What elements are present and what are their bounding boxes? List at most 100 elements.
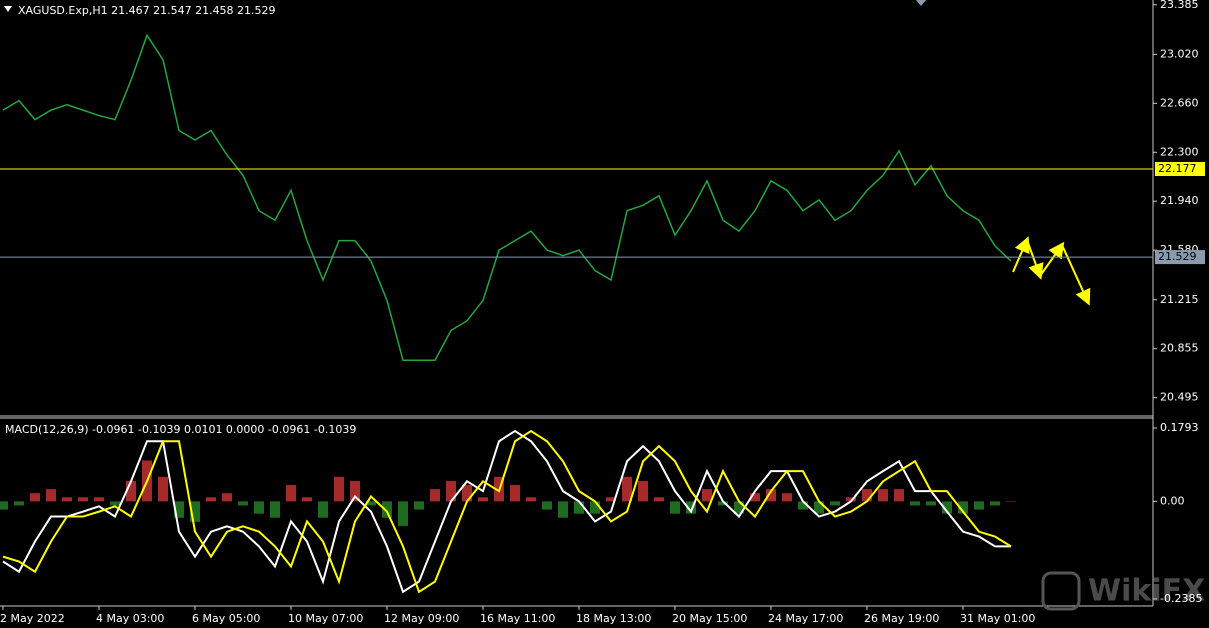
histogram-bar xyxy=(750,493,760,502)
histogram-bar xyxy=(958,501,968,514)
histogram-bar xyxy=(782,493,792,502)
histogram-bar xyxy=(398,501,408,526)
histogram-bar xyxy=(158,476,168,502)
y-tick-label: 22.660 xyxy=(1160,96,1199,109)
histogram-bar xyxy=(734,501,744,514)
histogram-bar xyxy=(942,501,952,514)
histogram-bar xyxy=(0,501,8,510)
histogram-bar xyxy=(542,501,552,510)
histogram-bar xyxy=(846,497,856,502)
histogram-bar xyxy=(350,480,360,502)
histogram-bar xyxy=(222,493,232,502)
histogram-bar xyxy=(206,497,216,502)
x-tick-label: 18 May 13:00 xyxy=(576,612,651,625)
symbol-header: XAGUSD.Exp,H1 21.467 21.547 21.458 21.52… xyxy=(18,4,276,17)
histogram-bar xyxy=(478,497,488,502)
histogram-bar xyxy=(830,501,840,506)
histogram-bar xyxy=(254,501,264,514)
x-tick-label: 24 May 17:00 xyxy=(768,612,843,625)
histogram-bar xyxy=(622,476,632,502)
histogram-bar xyxy=(318,501,328,518)
histogram-bar xyxy=(446,480,456,502)
y-tick-label: 0.00 xyxy=(1160,494,1185,507)
histogram-bar xyxy=(862,489,872,502)
histogram-bar xyxy=(286,485,296,502)
histogram-bar xyxy=(334,476,344,502)
histogram-bar xyxy=(30,493,40,502)
y-tick-label: 21.940 xyxy=(1160,194,1199,207)
histogram-bar xyxy=(1006,501,1016,502)
histogram-bar xyxy=(910,501,920,506)
y-tick-label: 23.020 xyxy=(1160,47,1199,60)
histogram-bar xyxy=(718,501,728,506)
y-tick-label: 20.495 xyxy=(1160,391,1199,404)
histogram-bar xyxy=(462,485,472,502)
forecast-arrows xyxy=(1012,236,1091,306)
histogram-bar xyxy=(14,501,24,506)
histogram-bar xyxy=(382,501,392,518)
histogram-bar xyxy=(558,501,568,518)
macd-header: MACD(12,26,9) -0.0961 -0.1039 0.0101 0.0… xyxy=(5,423,356,436)
x-tick-label: 31 May 01:00 xyxy=(960,612,1035,625)
x-tick-label: 6 May 05:00 xyxy=(192,612,260,625)
shift-marker xyxy=(916,0,926,6)
histogram-bar xyxy=(654,497,664,502)
level-label-box xyxy=(1155,250,1205,265)
histogram-bar xyxy=(798,501,808,510)
histogram-bar xyxy=(574,501,584,514)
histogram-bar xyxy=(110,501,120,506)
histogram-bar xyxy=(606,497,616,502)
level-label: 22.177 xyxy=(1158,162,1197,175)
histogram-bar xyxy=(670,501,680,514)
x-tick-label: 12 May 09:00 xyxy=(384,612,459,625)
price-line xyxy=(2,33,1012,362)
macd-line xyxy=(2,429,1011,594)
histogram-bar xyxy=(190,501,200,522)
y-tick-label: 0.1793 xyxy=(1160,421,1199,434)
watermark: WikiFX xyxy=(1088,574,1205,609)
y-tick-label: 23.385 xyxy=(1160,0,1199,11)
histogram-bar xyxy=(814,501,824,514)
x-tick-label: 20 May 15:00 xyxy=(672,612,747,625)
histogram-bar xyxy=(46,489,56,502)
menu-triangle[interactable] xyxy=(4,6,12,12)
histogram-bar xyxy=(510,485,520,502)
histogram-bar xyxy=(270,501,280,518)
histogram-bar xyxy=(590,501,600,514)
histogram-bar xyxy=(702,489,712,502)
histogram-bar xyxy=(766,489,776,502)
histogram-bar xyxy=(926,501,936,506)
y-tick-label: 20.855 xyxy=(1160,342,1199,355)
y-tick-label: 22.300 xyxy=(1160,145,1199,158)
histogram-bar xyxy=(366,501,376,506)
x-tick-label: 2 May 2022 xyxy=(0,612,65,625)
histogram-bar xyxy=(638,480,648,502)
histogram-bar xyxy=(990,501,1000,506)
histogram-bar xyxy=(878,489,888,502)
histogram-bar xyxy=(302,497,312,502)
histogram-bar xyxy=(62,497,72,502)
histogram-bar xyxy=(94,497,104,502)
histogram-bar xyxy=(430,489,440,502)
histogram-bar xyxy=(894,489,904,502)
level-label: 21.529 xyxy=(1158,250,1197,263)
histogram-bar xyxy=(974,501,984,510)
watermark-logo xyxy=(1041,571,1081,611)
macd-line xyxy=(2,429,1012,594)
histogram-bar xyxy=(174,501,184,518)
x-tick-label: 10 May 07:00 xyxy=(288,612,363,625)
histogram-bar xyxy=(238,501,248,506)
x-tick-label: 26 May 19:00 xyxy=(864,612,939,625)
histogram-bar xyxy=(686,501,696,514)
x-tick-label: 16 May 11:00 xyxy=(480,612,555,625)
histogram-bar xyxy=(526,497,536,502)
y-tick-label: 21.215 xyxy=(1160,293,1199,306)
x-tick-label: 4 May 03:00 xyxy=(96,612,164,625)
histogram-bar xyxy=(78,497,88,502)
y-tick-label: -0.2385 xyxy=(1160,592,1202,605)
histogram-bar xyxy=(126,480,136,502)
histogram-bar xyxy=(414,501,424,510)
level-label-box xyxy=(1155,161,1205,176)
